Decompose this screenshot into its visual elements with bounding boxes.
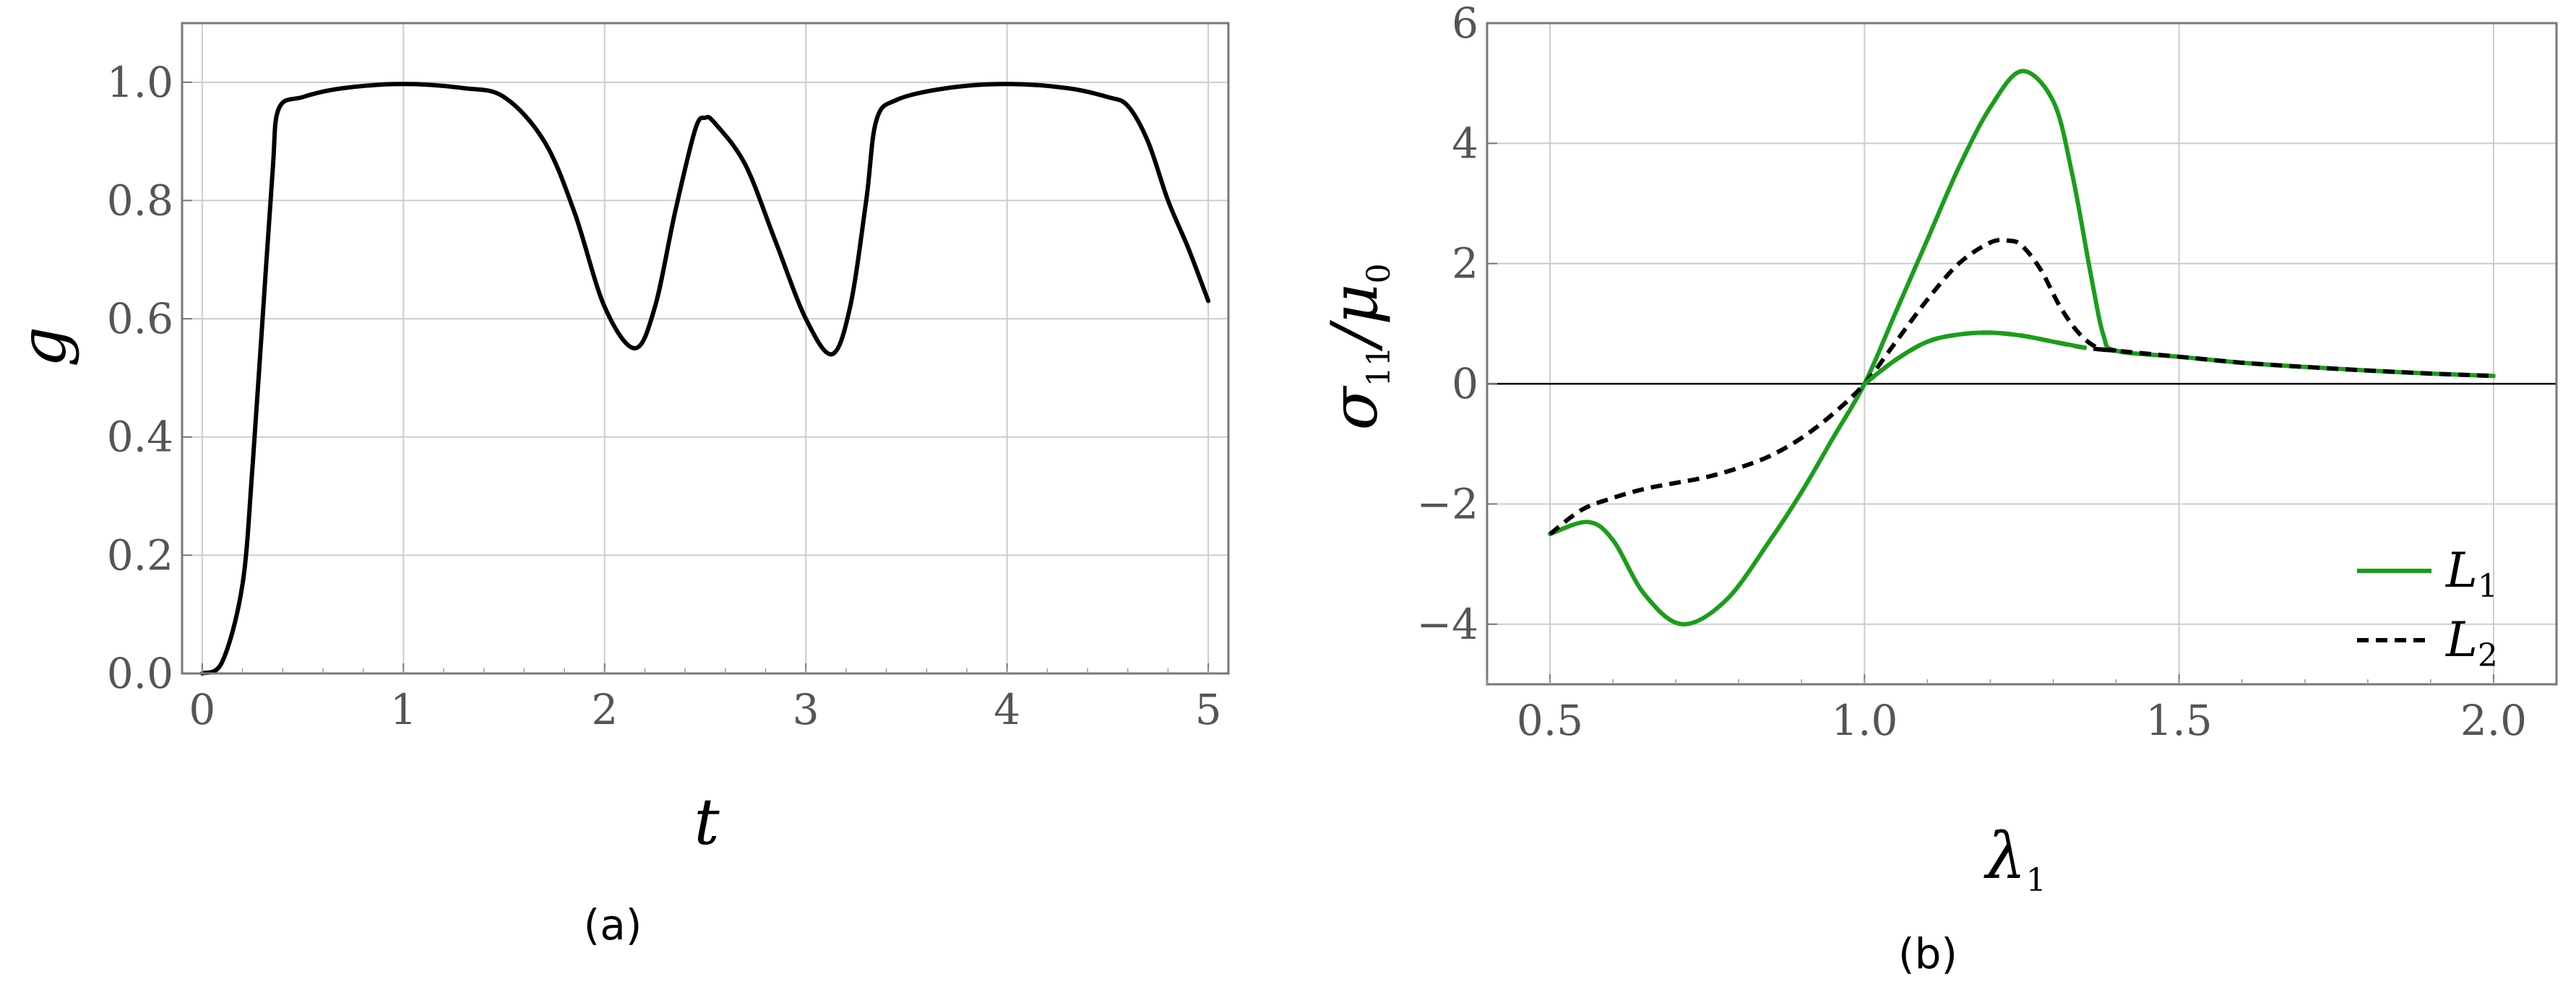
y-tick-label: −2 <box>1417 479 1479 528</box>
x-tick-label: 0.5 <box>1517 696 1583 745</box>
series-line-a-0 <box>199 82 1211 676</box>
caption-a: (a) <box>584 900 642 949</box>
y-tick-label: −4 <box>1417 600 1479 649</box>
x-tick-label: 5 <box>1195 685 1222 734</box>
y-tick-label: 1.0 <box>107 58 173 107</box>
y-axis-title-a: g <box>6 327 80 367</box>
y-tick-label: 0.4 <box>107 413 173 462</box>
y-axis-title-b: σ11/μ0 <box>1317 264 1397 431</box>
x-tick-label: 3 <box>793 685 819 734</box>
ticks-b: 0.5 1.0 1.5 2.0 −4 −2 0 2 4 6 <box>1417 0 2528 745</box>
y-tick-label: 0.6 <box>107 294 173 343</box>
panel-a: 0 1 2 3 4 5 0.0 0.2 0.4 0.6 0.8 1.0 t g (a) <box>6 22 1230 949</box>
x-tick-label: 1.5 <box>2146 696 2213 745</box>
series-line-b-2 <box>1863 330 2116 386</box>
y-tick-label: 6 <box>1452 0 1478 48</box>
series-line-b-0 <box>1548 69 2496 626</box>
legend-label-l1: L1 <box>2445 543 2498 605</box>
y-tick-label: 0 <box>1452 359 1478 408</box>
legend-b: L1 L2 <box>2357 543 2498 674</box>
grid-b <box>1487 22 2556 684</box>
y-tick-label: 0.0 <box>107 649 173 698</box>
x-tick-label: 2.0 <box>2460 696 2527 745</box>
x-axis-title-b: λ1 <box>1983 819 2046 899</box>
panel-b: 0.5 1.0 1.5 2.0 −4 −2 0 2 4 6 λ1 σ11/μ0 (b) L1 L2 <box>1317 0 2558 978</box>
series-line-b-3 <box>1862 330 2088 387</box>
y-tick-label: 2 <box>1452 239 1478 288</box>
legend-label-l2: L2 <box>2445 612 2498 674</box>
x-tick-label: 1.0 <box>1831 696 1897 745</box>
x-tick-label: 4 <box>994 685 1020 734</box>
caption-b: (b) <box>1898 929 1957 978</box>
x-tick-label: 2 <box>591 685 618 734</box>
x-tick-label: 1 <box>390 685 417 734</box>
y-tick-label: 4 <box>1452 119 1478 168</box>
x-tick-label: 0 <box>189 685 215 734</box>
ticks-a: 0 1 2 3 4 5 0.0 0.2 0.4 0.6 0.8 1.0 <box>107 58 1222 734</box>
x-axis-title-a: t <box>694 785 720 859</box>
plot-frame-a <box>181 22 1230 675</box>
series-line-b-1 <box>1548 238 2494 536</box>
y-tick-label: 0.2 <box>107 530 173 580</box>
series-group-b <box>1548 69 2496 626</box>
y-tick-label: 0.8 <box>107 176 173 225</box>
series-group-a <box>199 82 1211 676</box>
plot-frame-b <box>1486 22 2558 686</box>
grid-a <box>182 23 1228 674</box>
